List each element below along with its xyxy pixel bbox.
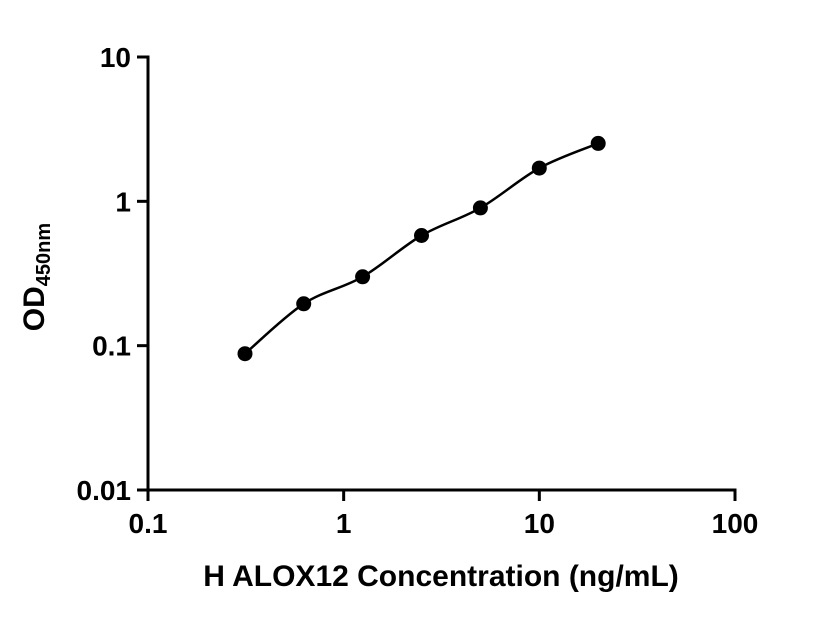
data-series bbox=[237, 135, 606, 362]
x-tick-label: 100 bbox=[712, 508, 759, 539]
fit-curve bbox=[244, 142, 599, 355]
data-point bbox=[590, 135, 606, 151]
y-tick-label: 0.01 bbox=[77, 475, 132, 506]
data-point bbox=[355, 269, 371, 285]
data-point bbox=[296, 296, 312, 312]
y-tick-label: 0.1 bbox=[92, 331, 131, 362]
data-point bbox=[472, 200, 488, 216]
y-tick-label: 10 bbox=[100, 42, 131, 73]
y-axis-title: OD450nm bbox=[18, 223, 55, 331]
x-tick-label: 0.1 bbox=[129, 508, 168, 539]
x-axis-title: H ALOX12 Concentration (ng/mL) bbox=[203, 560, 679, 593]
y-axis-title-main: OD bbox=[18, 286, 51, 331]
data-point bbox=[531, 160, 547, 176]
x-tick-label: 1 bbox=[336, 508, 352, 539]
data-point bbox=[237, 346, 253, 362]
y-axis-title-subscript: 450nm bbox=[33, 223, 55, 286]
x-tick-label: 10 bbox=[524, 508, 555, 539]
data-point bbox=[414, 228, 429, 243]
y-tick-label: 1 bbox=[115, 186, 131, 217]
